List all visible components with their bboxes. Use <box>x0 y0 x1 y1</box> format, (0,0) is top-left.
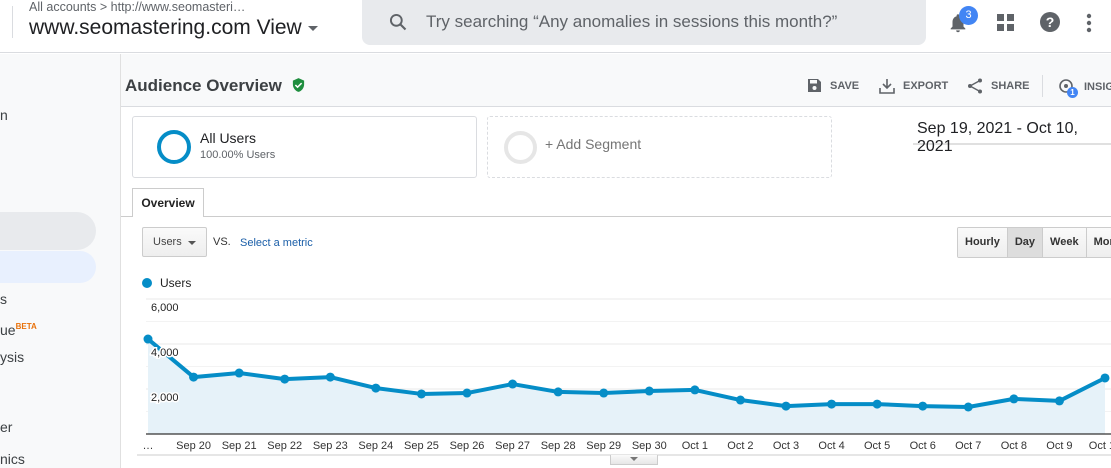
caret-down-icon <box>630 457 638 461</box>
insights-button[interactable]: 1 INSIGHTS <box>1058 78 1111 98</box>
segment-name: All Users <box>200 130 257 146</box>
sidebar-item[interactable]: ueBETA <box>0 322 37 338</box>
sidebar: n s ueBETA ysis er nics <box>0 54 120 468</box>
sidebar-item-active[interactable] <box>0 251 96 283</box>
tab-overview[interactable]: Overview <box>132 188 204 217</box>
search-input[interactable] <box>426 10 906 34</box>
select-metric-link[interactable]: Select a metric <box>240 237 313 249</box>
insights-label: INSIGHTS <box>1084 81 1111 93</box>
page-title-text: Audience Overview <box>125 76 282 95</box>
chart-resize-handle[interactable] <box>610 455 658 465</box>
segment-placeholder-ring-icon <box>504 131 537 164</box>
search-icon <box>389 13 407 31</box>
granularity-week[interactable]: Week <box>1043 228 1087 257</box>
sidebar-item[interactable]: ysis <box>0 349 25 365</box>
sidebar-item[interactable]: er <box>0 419 13 435</box>
segment-ring-icon <box>157 130 191 164</box>
sidebar-item-label: ue <box>0 322 16 338</box>
download-icon <box>879 79 895 94</box>
vs-label: VS. <box>213 236 231 248</box>
notification-badge: 3 <box>959 6 978 25</box>
granularity-toggle: Hourly Day Week Month <box>957 227 1111 258</box>
apps-grid-icon[interactable] <box>997 14 1015 32</box>
sidebar-item[interactable]: s <box>0 291 7 307</box>
granularity-hourly[interactable]: Hourly <box>958 228 1008 257</box>
page-title: Audience Overview <box>125 76 306 96</box>
granularity-month[interactable]: Month <box>1086 228 1111 257</box>
add-segment-button[interactable]: + Add Segment <box>487 116 832 178</box>
segment-all-users[interactable]: All Users 100.00% Users <box>132 116 477 178</box>
granularity-day[interactable]: Day <box>1007 228 1044 257</box>
legend-label: Users <box>160 276 192 290</box>
metric-select-value: Users <box>153 236 182 248</box>
save-icon <box>808 79 821 92</box>
share-label: SHARE <box>991 80 1030 92</box>
insights-count-badge: 1 <box>1067 87 1078 98</box>
caret-down-icon <box>307 25 318 31</box>
divider <box>12 6 13 38</box>
verified-shield-icon <box>292 78 304 92</box>
metric-select[interactable]: Users <box>142 227 207 257</box>
tab-divider <box>121 216 1111 217</box>
report-header: Audience Overview SAVE EXPORT SHARE 1 INS… <box>121 54 1111 107</box>
beta-badge: BETA <box>15 322 37 331</box>
save-button[interactable]: SAVE <box>807 78 859 93</box>
sidebar-item[interactable]: n <box>0 107 8 123</box>
svg-text:?: ? <box>1046 14 1055 30</box>
view-selector[interactable]: www.seomastering.com View <box>29 16 318 40</box>
segment-detail: 100.00% Users <box>200 149 276 161</box>
insights-icon: 1 <box>1058 78 1078 98</box>
divider <box>1042 75 1043 97</box>
main-content: Audience Overview SAVE EXPORT SHARE 1 INS… <box>120 54 1111 468</box>
top-bar: All accounts > http://www.seomasteri… ww… <box>0 0 1111 53</box>
share-icon <box>968 78 982 94</box>
legend-swatch <box>142 278 152 288</box>
caret-down-icon <box>188 241 196 245</box>
sidebar-item[interactable]: nics <box>0 451 25 467</box>
date-range-picker[interactable]: Sep 19, 2021 - Oct 10, 2021 <box>913 118 1111 155</box>
save-label: SAVE <box>830 79 860 92</box>
export-label: EXPORT <box>903 80 949 92</box>
breadcrumb[interactable]: All accounts > http://www.seomasteri… <box>29 0 246 14</box>
chart-legend: Users <box>142 276 191 290</box>
export-button[interactable]: EXPORT <box>879 78 948 94</box>
share-button[interactable]: SHARE <box>967 78 1030 94</box>
help-icon[interactable]: ? <box>1039 11 1061 33</box>
search-box[interactable] <box>362 0 926 45</box>
sidebar-item-selected-parent[interactable] <box>0 212 96 250</box>
more-vert-icon[interactable] <box>1086 13 1092 33</box>
add-segment-label: + Add Segment <box>545 136 642 152</box>
view-name: www.seomastering.com View <box>29 16 302 39</box>
